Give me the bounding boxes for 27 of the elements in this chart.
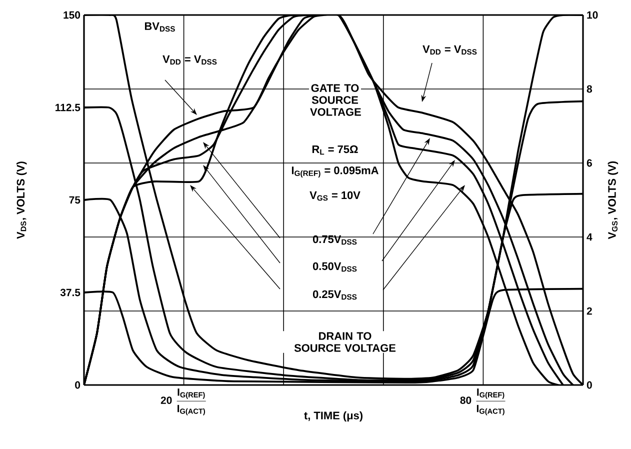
x-tick-label: $\text{20}\;\dfrac{\text{I}_{\text{G(REF)}}}{\text{I}_{\text{G(ACT)}}}$ bbox=[160, 388, 206, 416]
y-tick-label: 150 bbox=[64, 11, 80, 19]
y2-tick-label: 4 bbox=[586, 233, 592, 241]
x-axis-title: t, TIME (μs) bbox=[304, 411, 362, 422]
annotation: 0.50V$_{DSS}$ bbox=[312, 262, 357, 272]
y2-tick-label: 10 bbox=[587, 11, 598, 19]
y-axis-title: V$_{DS}$, VOLTS (V) bbox=[16, 162, 27, 239]
y2-tick-label: 6 bbox=[586, 159, 592, 167]
y2-tick-label: 2 bbox=[586, 307, 592, 315]
annotation: V$_{GS}$ = 10V bbox=[310, 191, 360, 201]
annotation: GATE TO SOURCE VOLTAGE bbox=[310, 84, 361, 116]
x-tick-label: $\text{80}\;\dfrac{\text{I}_{\text{G(REF)}}}{\text{I}_{\text{G(ACT)}}}$ bbox=[460, 388, 506, 416]
annotation: 0.75V$_{DSS}$ bbox=[312, 235, 357, 245]
y-tick-label: 37.5 bbox=[60, 288, 80, 296]
y2-tick-label: 0 bbox=[586, 381, 592, 389]
annotation: V$_{DD}$ = V$_{DSS}$ bbox=[422, 45, 477, 55]
y2-tick-label: 8 bbox=[586, 85, 592, 93]
y2-axis-title: V$_{GS}$, VOLTS (V) bbox=[608, 161, 618, 240]
annotation: V$_{DD}$ = V$_{DSS}$ bbox=[162, 55, 217, 65]
y-tick-label: 112.5 bbox=[56, 104, 80, 112]
y-tick-label: 0 bbox=[75, 381, 80, 389]
annotation: I$_{G(REF)}$ = 0.095mA bbox=[292, 166, 378, 178]
annotation: R$_{L}$ = 75Ω bbox=[312, 145, 358, 155]
annotation: BV$_{DSS}$ bbox=[144, 22, 175, 32]
annotation: 0.25V$_{DSS}$ bbox=[312, 290, 357, 300]
annotation: DRAIN TO SOURCE VOLTAGE bbox=[294, 332, 396, 352]
y-tick-label: 75 bbox=[69, 196, 80, 204]
